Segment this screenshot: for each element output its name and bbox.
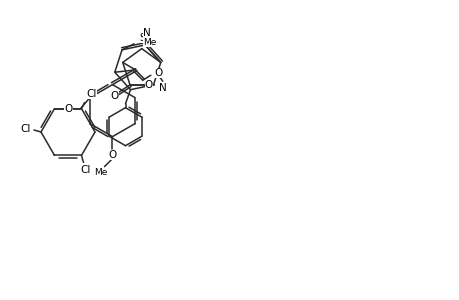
Text: Me: Me [94, 168, 107, 177]
Text: Cl: Cl [80, 165, 90, 176]
Text: O: O [154, 68, 162, 78]
Text: O: O [108, 150, 117, 160]
Text: O: O [111, 91, 119, 101]
Text: O: O [64, 103, 73, 114]
Text: N: N [143, 28, 151, 38]
Text: O: O [145, 80, 153, 90]
Text: Cl: Cl [21, 124, 31, 134]
Text: S: S [139, 33, 146, 43]
Text: Me: Me [143, 38, 156, 47]
Text: N: N [158, 83, 166, 93]
Text: Cl: Cl [86, 88, 97, 99]
